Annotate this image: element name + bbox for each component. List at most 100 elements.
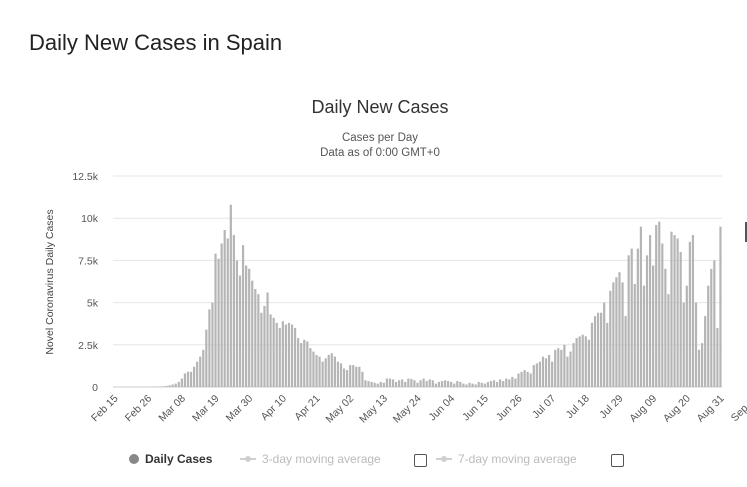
bar xyxy=(193,366,196,387)
bar xyxy=(330,353,333,387)
bar xyxy=(581,334,584,387)
bar xyxy=(214,253,217,387)
bar xyxy=(719,226,722,387)
bar xyxy=(655,224,658,387)
bar xyxy=(189,371,193,387)
bar xyxy=(303,339,306,387)
bar xyxy=(489,381,493,387)
bar xyxy=(248,268,251,387)
bar xyxy=(502,381,505,387)
bar xyxy=(495,381,499,387)
bar xyxy=(211,302,214,387)
bar xyxy=(358,366,361,387)
bar xyxy=(596,312,600,387)
bar xyxy=(639,226,642,387)
bar xyxy=(226,238,229,387)
bar xyxy=(355,366,358,387)
bar xyxy=(336,361,340,387)
x-tick-label: Aug 09 xyxy=(627,393,659,425)
bar xyxy=(186,371,190,387)
x-tick-label: Jul 18 xyxy=(564,393,592,421)
bar xyxy=(682,302,685,387)
bar xyxy=(606,322,609,387)
bar xyxy=(575,338,578,387)
bar xyxy=(373,382,376,387)
bar xyxy=(327,354,330,387)
bar xyxy=(563,344,566,387)
bar xyxy=(670,231,673,387)
bar xyxy=(636,248,639,387)
bar xyxy=(199,356,202,387)
x-tick-label: Feb 26 xyxy=(123,393,155,425)
bar xyxy=(459,381,462,387)
bar xyxy=(477,381,480,387)
x-tick-label: Apr 21 xyxy=(292,393,322,423)
y-tick-label: 10k xyxy=(81,213,99,225)
bar xyxy=(407,378,410,387)
x-tick-label: Sep 11 xyxy=(729,393,747,425)
bar xyxy=(551,361,554,387)
bar xyxy=(260,312,263,387)
bar xyxy=(511,376,514,387)
chart-subtitle-line2: Data as of 0:00 GMT+0 xyxy=(320,147,440,159)
bar xyxy=(587,339,590,387)
bar xyxy=(535,363,538,387)
bar xyxy=(254,289,257,387)
bar xyxy=(532,365,535,387)
bar xyxy=(220,243,223,387)
bar xyxy=(679,251,682,387)
7day-average-checkbox[interactable] xyxy=(611,454,624,467)
bar xyxy=(704,316,707,387)
bar xyxy=(401,379,404,387)
bar xyxy=(529,373,532,387)
bar xyxy=(312,351,315,387)
legend-item-daily-cases[interactable]: Daily Cases xyxy=(129,452,212,466)
bar xyxy=(618,272,621,387)
legend-item-3day-average[interactable]: 3-day moving average xyxy=(240,452,381,466)
bar xyxy=(584,336,587,387)
bar xyxy=(404,381,407,387)
bar xyxy=(716,327,719,387)
scrollbar-edge xyxy=(745,222,747,242)
x-tick-label: Jul 07 xyxy=(530,393,558,421)
bar xyxy=(707,285,710,387)
bar xyxy=(159,386,162,387)
3day-average-checkbox[interactable] xyxy=(414,454,427,467)
bar xyxy=(612,282,615,387)
bar xyxy=(251,280,254,387)
bar xyxy=(691,235,695,387)
bar xyxy=(499,379,502,387)
bar xyxy=(361,371,364,387)
bar xyxy=(450,381,453,387)
bar xyxy=(205,329,208,387)
bar xyxy=(309,348,312,387)
y-tick-label: 2.5k xyxy=(78,340,99,352)
bar xyxy=(229,204,232,387)
bar xyxy=(440,381,444,387)
bar xyxy=(425,381,428,387)
bar xyxy=(486,381,489,387)
bar xyxy=(685,285,688,387)
chart-title: Daily New Cases xyxy=(311,97,448,117)
bar xyxy=(652,265,655,387)
bar xyxy=(293,327,297,387)
x-tick-label: May 02 xyxy=(323,393,356,426)
bar xyxy=(701,343,704,387)
bar xyxy=(177,381,180,387)
x-tick-label: Jul 29 xyxy=(597,393,625,421)
bar xyxy=(471,383,474,387)
bar xyxy=(275,322,278,387)
legend-item-7day-average[interactable]: 7-day moving average xyxy=(436,452,577,466)
bar xyxy=(590,322,594,387)
bar xyxy=(560,349,563,387)
bar xyxy=(382,382,385,387)
bar xyxy=(391,379,395,387)
bar xyxy=(694,302,698,387)
bar xyxy=(168,385,171,387)
bar xyxy=(174,383,177,387)
bar xyxy=(272,317,275,387)
bar xyxy=(661,243,664,387)
bar xyxy=(673,235,676,387)
legend-label: 7-day moving average xyxy=(458,452,577,466)
bar xyxy=(385,378,388,387)
